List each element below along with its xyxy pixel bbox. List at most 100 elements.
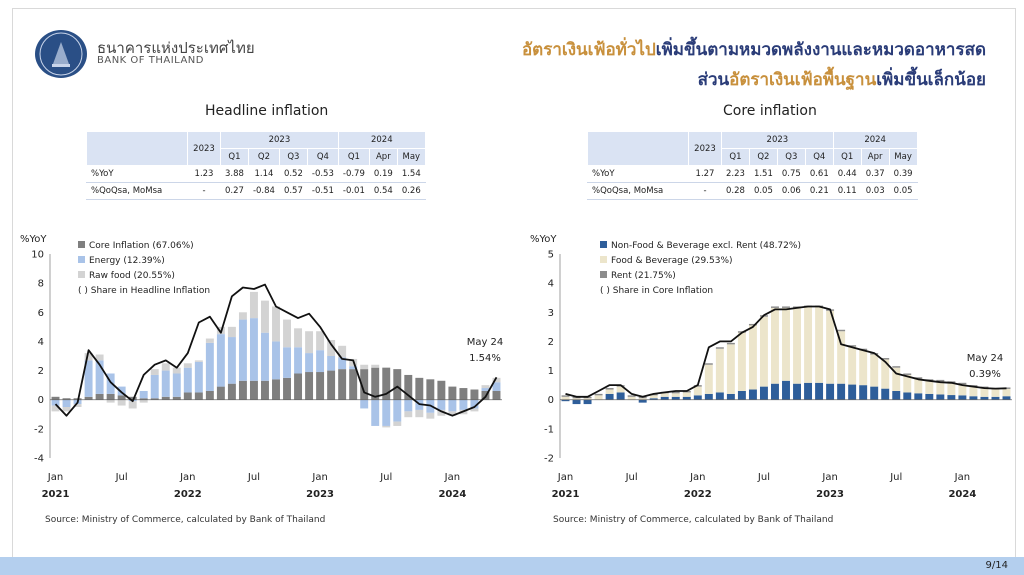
bar-non-food-beverage-excl-rent <box>782 380 790 400</box>
bar-energy <box>249 318 258 381</box>
bar-food-beverage <box>958 384 967 396</box>
bar-rent <box>627 395 636 397</box>
bar-core-inflation <box>437 380 446 400</box>
bar-food-beverage <box>870 354 879 387</box>
bar-raw-food <box>481 385 490 389</box>
bar-food-beverage <box>605 389 614 394</box>
cell: 0.54 <box>368 182 398 200</box>
bar-raw-food <box>261 300 269 333</box>
bar-energy <box>216 334 225 387</box>
bar-food-beverage <box>936 381 945 395</box>
logo-english-text: BANK OF THAILAND <box>97 55 204 66</box>
legend-label: ( ) Share in Core Inflation <box>600 286 713 296</box>
bar-food-beverage <box>737 332 746 391</box>
bar-rent <box>892 366 901 368</box>
bar-food-beverage <box>704 364 713 394</box>
bar-non-food-beverage-excl-rent <box>958 395 967 400</box>
bar-core-inflation <box>415 377 424 400</box>
bar-energy <box>139 390 148 399</box>
cell: - <box>688 182 722 200</box>
y-axis-label: %YoY <box>530 234 557 245</box>
cell: 0.06 <box>776 182 806 200</box>
legend-swatch <box>78 271 85 278</box>
bar-core-inflation <box>448 386 457 400</box>
bar-rent <box>715 347 724 349</box>
x-tick-month: Jan <box>179 472 195 483</box>
x-tick-month: Jan <box>689 472 705 483</box>
headline-table: 2023 2023 2024 Q1 Q2 Q3 Q4 Q1 Apr May %Y… <box>86 131 426 200</box>
bar-non-food-beverage-excl-rent <box>737 390 746 400</box>
cell: 3.88 <box>220 165 249 183</box>
bar-food-beverage <box>583 398 592 400</box>
legend-swatch <box>78 256 85 263</box>
cell: 0.05 <box>748 182 778 200</box>
headline-2-part-c: เพิ่มขึ้นเล็กน้อย <box>876 70 986 90</box>
bar-non-food-beverage-excl-rent <box>815 382 824 400</box>
col-header: Q2 <box>748 148 778 166</box>
annotation-value: 1.54% <box>469 353 501 364</box>
bar-raw-food <box>316 331 325 351</box>
y-tick-label: -1 <box>544 424 554 435</box>
y-tick-label: -2 <box>544 454 554 465</box>
bar-raw-food <box>172 367 181 374</box>
core-inflation-title: Core inflation <box>723 103 817 119</box>
cell: 1.51 <box>748 165 778 183</box>
x-tick-month: Jul <box>889 472 902 483</box>
line-headline <box>54 283 498 417</box>
y-tick-label: 5 <box>548 250 554 261</box>
cell: 0.26 <box>396 182 426 200</box>
bar-core-inflation <box>294 373 303 400</box>
bar-raw-food <box>360 364 369 370</box>
y-tick-label: 1 <box>548 366 554 377</box>
bar-non-food-beverage-excl-rent <box>704 393 713 400</box>
bar-non-food-beverage-excl-rent <box>870 386 879 400</box>
bar-rent <box>903 373 912 375</box>
bar-food-beverage <box>771 307 779 384</box>
bar-energy <box>382 399 391 426</box>
cell: 0.21 <box>804 182 834 200</box>
bar-energy <box>84 360 93 397</box>
bar-core-inflation <box>283 377 291 400</box>
bar-energy <box>437 399 446 410</box>
bar-raw-food <box>382 425 391 428</box>
table-header-row: 2023 2023 2024 <box>587 131 918 166</box>
bar-core-inflation <box>404 374 413 400</box>
bar-rent <box>748 323 757 326</box>
bar-energy <box>272 341 280 380</box>
headline-inflation-chart: %YoY -4 -2 0 2 4 6 8 10 Jan 2021 Jul Jan 2022 Jul Jan 20… <box>20 234 504 500</box>
annotation-date: May 24 <box>467 337 504 348</box>
headline-1-part-a: อัตราเงินเฟ้อทั่วไป <box>521 40 656 60</box>
legend-label: Core Inflation (67.06%) <box>89 241 194 251</box>
bar-non-food-beverage-excl-rent <box>936 394 945 400</box>
bar-non-food-beverage-excl-rent <box>605 393 614 400</box>
x-tick-year: 2023 <box>816 489 844 500</box>
headline-inflation-title: Headline inflation <box>205 103 329 119</box>
bar-core-inflation <box>327 370 336 400</box>
bar-non-food-beverage-excl-rent <box>925 393 934 400</box>
col-header: Q2 <box>247 148 280 166</box>
col-header: May <box>396 148 426 166</box>
legend-label: Energy (12.39%) <box>89 256 165 266</box>
bar-food-beverage <box>804 307 813 383</box>
legend-label: Non-Food & Beverage excl. Rent (48.72%) <box>611 241 801 251</box>
bar-non-food-beverage-excl-rent <box>826 383 835 400</box>
bar-rent <box>594 393 603 396</box>
headline-2-part-a: ส่วน <box>697 70 730 90</box>
bar-energy <box>117 386 126 396</box>
bar-raw-food <box>448 411 457 416</box>
col-header: May <box>888 148 918 166</box>
table-row: %QoQsa, MoMsa - 0.27 -0.84 0.57 -0.51 -0… <box>86 182 426 200</box>
bar-core-inflation <box>459 388 468 400</box>
bar-non-food-beverage-excl-rent <box>804 382 813 400</box>
bar-energy <box>360 399 369 409</box>
bar-food-beverage <box>826 310 835 384</box>
bar-raw-food <box>470 408 479 412</box>
cell: 0.11 <box>832 182 862 200</box>
bar-food-beverage <box>693 386 702 396</box>
bar-core-inflation <box>338 369 347 400</box>
bar-food-beverage <box>561 396 570 400</box>
bar-food-beverage <box>848 346 857 385</box>
cell: 0.44 <box>832 165 862 183</box>
bar-food-beverage <box>759 316 768 387</box>
cell: 0.05 <box>888 182 918 200</box>
